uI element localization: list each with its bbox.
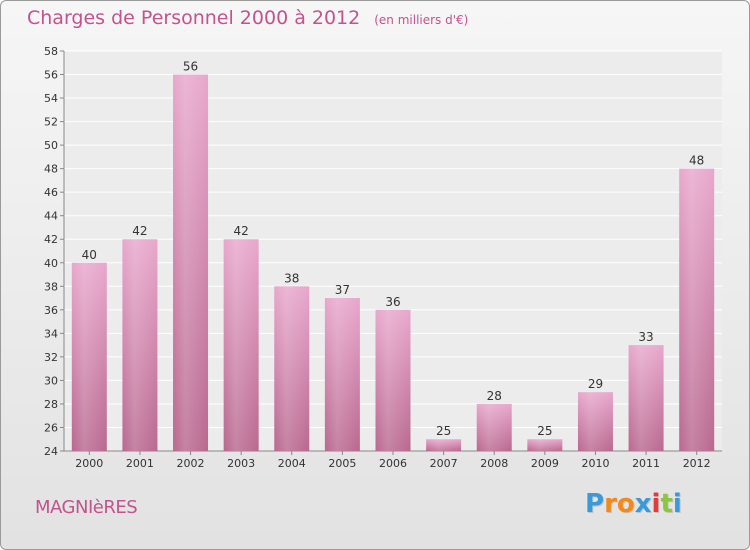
logo-letter: i	[672, 489, 682, 519]
data-label: 37	[335, 283, 350, 297]
x-tick-label: 2007	[430, 457, 458, 470]
x-tick-label: 2002	[177, 457, 205, 470]
y-tick-label: 56	[44, 69, 58, 82]
bar-sheen	[122, 239, 158, 451]
y-tick-label: 30	[44, 374, 58, 387]
y-tick-label: 32	[44, 351, 58, 364]
y-tick-label: 34	[44, 327, 58, 340]
x-tick-label: 2012	[683, 457, 711, 470]
bar-sheen	[324, 298, 360, 451]
y-tick-label: 58	[44, 45, 58, 58]
logo-letter: i	[651, 489, 661, 519]
x-tick-label: 2005	[328, 457, 356, 470]
y-tick-label: 28	[44, 398, 58, 411]
y-tick-label: 40	[44, 257, 58, 270]
y-tick-label: 52	[44, 116, 58, 129]
proxiti-logo[interactable]: Proxiti	[585, 489, 682, 519]
commune-name: MAGNIèRES	[35, 497, 138, 518]
x-tick-label: 2004	[278, 457, 306, 470]
data-label: 38	[284, 271, 299, 285]
data-label: 33	[638, 330, 653, 344]
bar-sheen	[577, 392, 613, 451]
bar-sheen	[628, 345, 664, 451]
y-tick-label: 24	[44, 445, 58, 458]
bar-sheen	[426, 439, 462, 451]
logo-letter: r	[604, 489, 617, 519]
logo-letter: x	[634, 489, 652, 519]
chart-title-text: Charges de Personnel 2000 à 2012	[27, 7, 361, 29]
x-tick-label: 2009	[531, 457, 559, 470]
bar-sheen	[476, 403, 512, 451]
x-tick-label: 2010	[581, 457, 609, 470]
chart-title: Charges de Personnel 2000 à 2012 (en mill…	[27, 7, 468, 29]
x-tick-label: 2006	[379, 457, 407, 470]
bar-sheen	[375, 309, 411, 451]
x-tick-label: 2000	[75, 457, 103, 470]
data-label: 42	[132, 224, 147, 238]
data-label: 48	[689, 154, 704, 168]
logo-letter: t	[660, 489, 673, 519]
bar-sheen	[274, 286, 310, 451]
x-tick-label: 2011	[632, 457, 660, 470]
bar-sheen	[71, 262, 107, 451]
chart-unit: (en milliers d'€)	[374, 13, 469, 27]
logo-letter: P	[585, 489, 605, 519]
data-label: 36	[385, 295, 400, 309]
x-tick-label: 2001	[126, 457, 154, 470]
data-label: 40	[82, 248, 97, 262]
data-label: 29	[588, 377, 603, 391]
bar-sheen	[527, 439, 563, 451]
y-tick-label: 54	[44, 92, 58, 105]
y-tick-label: 46	[44, 186, 58, 199]
x-tick-label: 2008	[480, 457, 508, 470]
data-label: 28	[487, 389, 502, 403]
y-tick-label: 36	[44, 304, 58, 317]
logo-letter: o	[616, 489, 635, 519]
data-label: 25	[537, 424, 552, 438]
y-tick-label: 26	[44, 421, 58, 434]
y-tick-label: 38	[44, 280, 58, 293]
data-label: 25	[436, 424, 451, 438]
bar-sheen	[679, 168, 715, 451]
y-tick-label: 44	[44, 210, 58, 223]
data-label: 42	[234, 224, 249, 238]
y-tick-label: 50	[44, 139, 58, 152]
bar-sheen	[173, 74, 209, 451]
y-tick-label: 48	[44, 163, 58, 176]
x-tick-label: 2003	[227, 457, 255, 470]
y-tick-label: 42	[44, 233, 58, 246]
data-label: 56	[183, 60, 198, 74]
bar-sheen	[223, 239, 259, 451]
